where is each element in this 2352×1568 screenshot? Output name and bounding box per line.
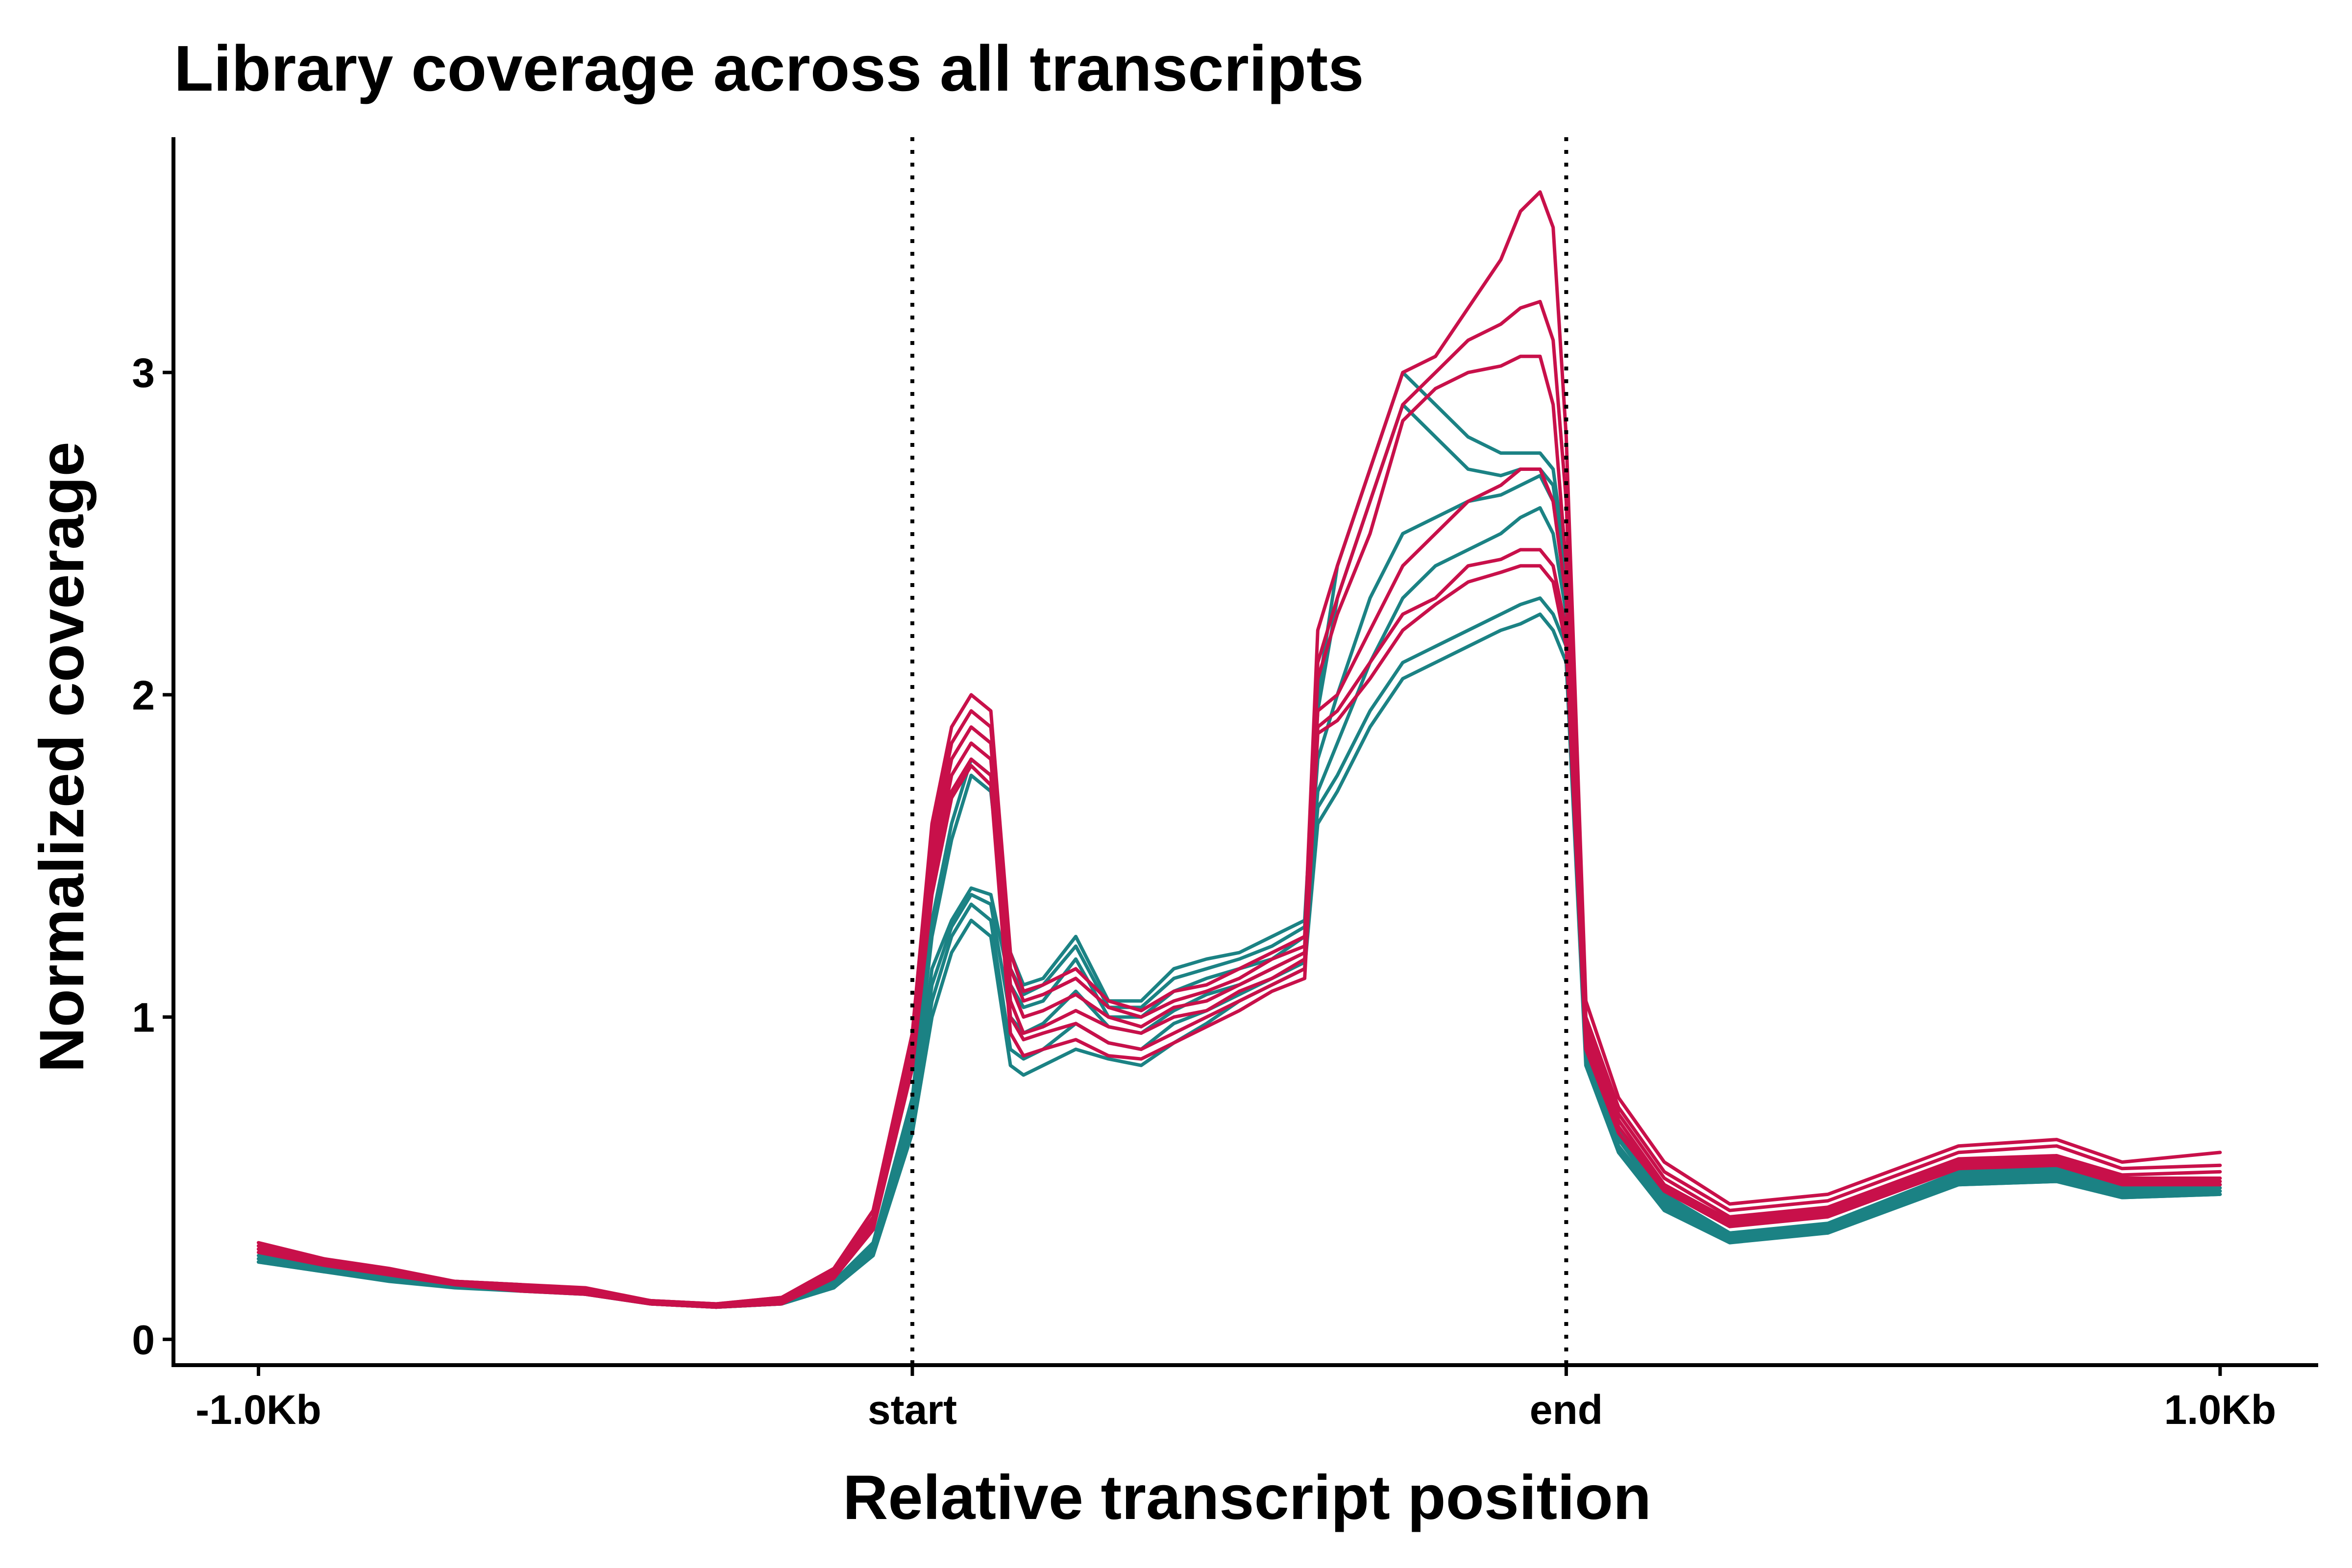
series-line-6 — [257, 564, 2222, 1309]
y-tick-label: 0 — [132, 1317, 155, 1363]
series-line-2 — [257, 299, 2222, 1306]
x-tick-label: end — [1530, 1387, 1603, 1433]
y-tick-label: 3 — [132, 350, 155, 396]
x-tick-label: -1.0Kb — [196, 1387, 321, 1433]
reference-lines — [910, 137, 1568, 1365]
series-line-7 — [257, 370, 2222, 1309]
x-axis-title: Relative transcript position — [843, 1463, 1651, 1533]
series-line-3 — [257, 354, 2222, 1306]
x-tick-label: start — [868, 1387, 957, 1433]
series-line-1 — [257, 190, 2222, 1306]
series-layer — [257, 190, 2222, 1309]
chart-title: Library coverage across all transcripts — [174, 32, 1364, 104]
x-tick-label: 1.0Kb — [2164, 1387, 2276, 1433]
series-line-5 — [257, 548, 2222, 1309]
y-axis-title: Normalized coverage — [27, 441, 97, 1073]
x-axis-ticks: -1.0Kb start end 1.0Kb — [196, 1365, 2276, 1433]
y-tick-label: 1 — [132, 995, 155, 1041]
y-axis-ticks: 0 1 2 3 — [132, 350, 173, 1363]
y-tick-label: 2 — [132, 672, 155, 718]
